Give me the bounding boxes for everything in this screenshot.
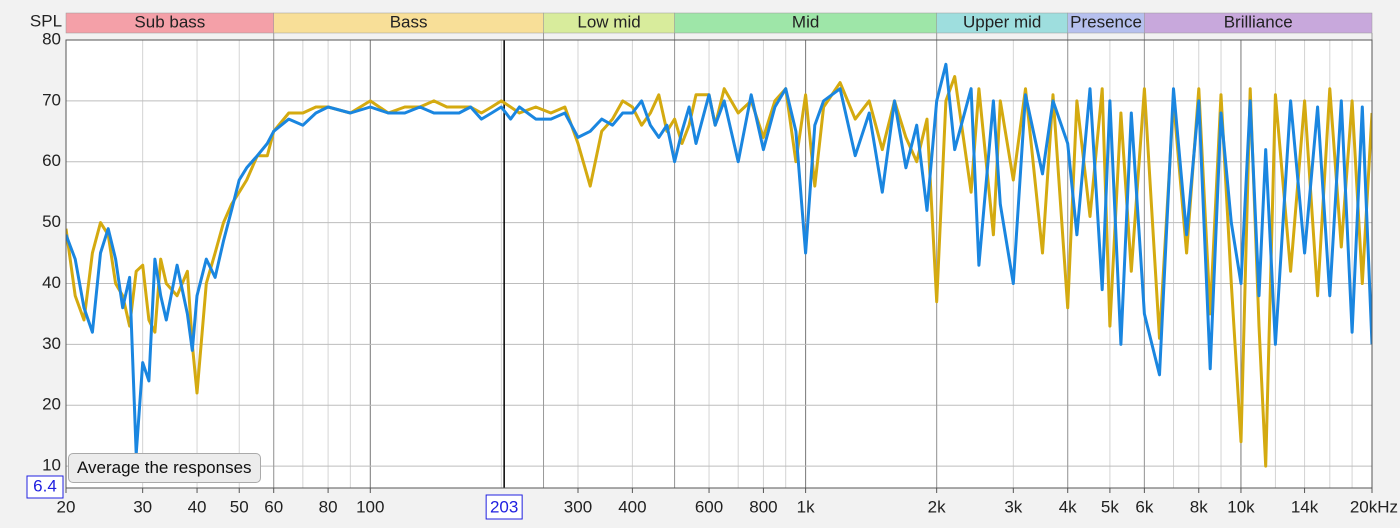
y-tick-label: 20 xyxy=(42,395,61,414)
y-tick-label: 50 xyxy=(42,212,61,231)
x-tick-label: 14k xyxy=(1291,497,1319,516)
plot-frame xyxy=(65,39,1373,489)
average-button[interactable]: Average the responses xyxy=(68,453,261,483)
x-tick-label: 20 xyxy=(57,497,76,516)
x-tick-label: 40 xyxy=(188,497,207,516)
response-line xyxy=(66,62,1372,456)
y-tick-label: 70 xyxy=(42,90,61,109)
band-label: Sub bass xyxy=(134,12,205,31)
x-tick-label: 30 xyxy=(133,497,152,516)
x-tick-label: 1k xyxy=(797,497,815,516)
x-tick-label: 60 xyxy=(264,497,283,516)
x-tick-label: 4k xyxy=(1059,497,1077,516)
x-tick-label: 5k xyxy=(1101,497,1119,516)
y-axis-label: SPL xyxy=(30,11,62,30)
x-tick-label: 8k xyxy=(1190,497,1208,516)
x-tick-label: 100 xyxy=(356,497,384,516)
cursor-y-box xyxy=(26,475,64,499)
x-tick-label: 3k xyxy=(1004,497,1022,516)
response-line xyxy=(66,75,1372,468)
y-tick-label: 10 xyxy=(42,456,61,475)
band-label: Upper mid xyxy=(963,12,1041,31)
x-tick-label: 80 xyxy=(319,497,338,516)
band-label: Presence xyxy=(1070,12,1142,31)
y-tick-label: 30 xyxy=(42,334,61,353)
x-tick-label: 50 xyxy=(230,497,249,516)
x-tick-label: 400 xyxy=(618,497,646,516)
x-tick-label: 20kHz xyxy=(1350,497,1398,516)
band-label: Brilliance xyxy=(1224,12,1293,31)
y-tick-label: 40 xyxy=(42,273,61,292)
cursor-x-readout: 203 xyxy=(490,497,518,516)
band-label: Bass xyxy=(390,12,428,31)
y-tick-label: 60 xyxy=(42,151,61,170)
x-tick-label: 6k xyxy=(1135,497,1153,516)
band xyxy=(1144,12,1373,34)
cursor-x-box xyxy=(485,494,523,520)
band-label: Low mid xyxy=(577,12,640,31)
cursor-y-readout: 6.4 xyxy=(33,476,57,495)
x-tick-label: 2k xyxy=(928,497,946,516)
x-tick-label: 600 xyxy=(695,497,723,516)
x-tick-label: 800 xyxy=(749,497,777,516)
y-tick-label: 80 xyxy=(42,29,61,48)
x-tick-label: 300 xyxy=(564,497,592,516)
x-tick-label: 10k xyxy=(1227,497,1255,516)
band-label: Mid xyxy=(792,12,819,31)
